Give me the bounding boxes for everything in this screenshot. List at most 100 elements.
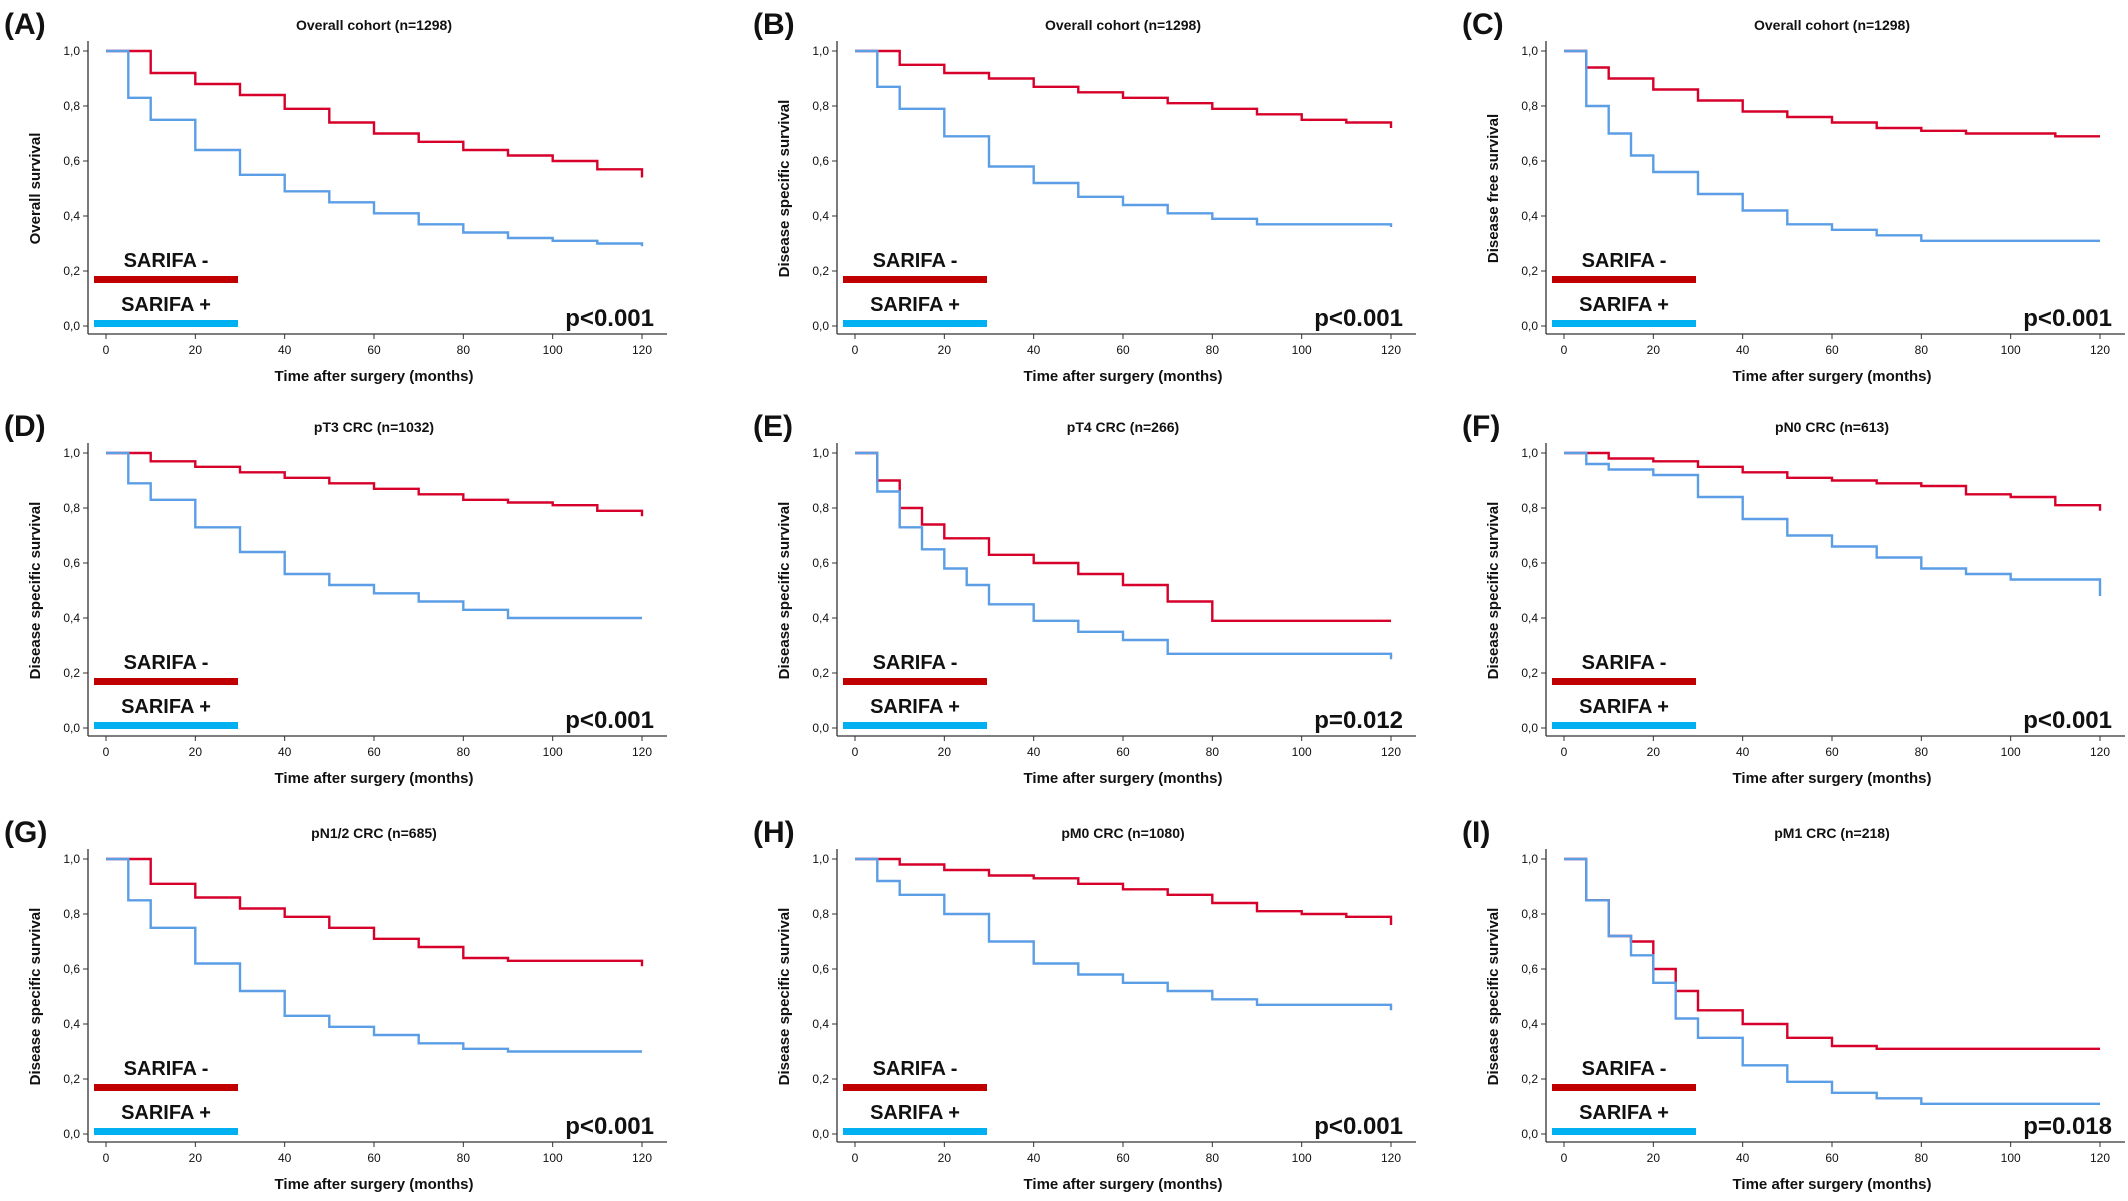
legend-bar-sarifa-positive (843, 1128, 987, 1135)
legend-label-sarifa-negative: SARIFA - (1582, 652, 1667, 674)
x-tick-label: 100 (2001, 343, 2021, 357)
x-tick-label: 60 (1825, 745, 1839, 759)
legend-label-sarifa-negative: SARIFA - (1582, 250, 1667, 272)
x-tick-label: 0 (852, 343, 859, 357)
panel-title: pM1 CRC (n=218) (1774, 825, 1890, 841)
legend-label-sarifa-negative: SARIFA - (1582, 1058, 1667, 1080)
y-tick-label: 0,2 (63, 1072, 80, 1086)
y-tick-label: 0,2 (1521, 666, 1538, 680)
x-tick-label: 20 (189, 745, 203, 759)
x-tick-label: 20 (1647, 745, 1661, 759)
y-tick-label: 1,0 (1521, 44, 1538, 58)
y-axis-title: Disease specific survival (1485, 908, 1502, 1086)
y-tick-label: 0,8 (812, 907, 829, 921)
x-tick-label: 100 (2001, 1151, 2021, 1165)
panel-letter: (D) (4, 410, 46, 443)
y-tick-label: 0,8 (1521, 907, 1538, 921)
sarifa-negative-curve (855, 857, 1393, 925)
y-tick-label: 0,8 (812, 501, 829, 515)
x-tick-label: 120 (2090, 1151, 2110, 1165)
sarifa-negative-curve (855, 451, 1391, 622)
y-tick-label: 0,6 (812, 154, 829, 168)
x-tick-label: 0 (1561, 745, 1568, 759)
x-axis-title: Time after surgery (months) (1733, 770, 1932, 787)
legend-label-sarifa-positive: SARIFA + (121, 294, 211, 316)
x-tick-label: 80 (1915, 343, 1929, 357)
y-tick-label: 0,4 (63, 1017, 80, 1031)
legend-label-sarifa-positive: SARIFA + (870, 294, 960, 316)
legend-label-sarifa-negative: SARIFA - (873, 652, 958, 674)
p-value-label: p<0.001 (565, 305, 654, 332)
x-tick-label: 0 (852, 1151, 859, 1165)
legend-bar-sarifa-negative (94, 276, 238, 283)
y-tick-label: 1,0 (1521, 446, 1538, 460)
x-tick-label: 0 (103, 745, 110, 759)
legend-bar-sarifa-negative (843, 678, 987, 685)
panel-title: pM0 CRC (n=1080) (1061, 825, 1184, 841)
y-tick-label: 0,8 (63, 907, 80, 921)
panel-title: pT4 CRC (n=266) (1067, 419, 1179, 435)
y-tick-label: 0,4 (63, 611, 80, 625)
x-tick-label: 0 (103, 1151, 110, 1165)
y-tick-label: 0,8 (812, 99, 829, 113)
x-axis-title: Time after surgery (months) (1024, 770, 1223, 787)
panel-letter: (A) (4, 8, 46, 41)
y-tick-label: 1,0 (63, 446, 80, 460)
x-tick-label: 60 (367, 745, 381, 759)
y-tick-label: 0,4 (812, 209, 829, 223)
p-value-label: p<0.001 (1314, 1113, 1403, 1140)
sarifa-positive-curve (855, 857, 1393, 1011)
x-tick-label: 120 (1381, 1151, 1401, 1165)
x-axis-title: Time after surgery (months) (275, 770, 474, 787)
panel-d: (D) pT3 CRC (n=1032) 0 20 40 60 80 100 120 0,0 0,2… (4, 410, 667, 787)
panel-letter: (E) (753, 410, 793, 443)
legend-label-sarifa-positive: SARIFA + (870, 1102, 960, 1124)
sarifa-positive-curve (106, 857, 642, 1053)
y-tick-label: 0,0 (812, 319, 829, 333)
panel-e: (E) pT4 CRC (n=266) 0 20 40 60 80 100 120 0,0 0,2 0… (753, 410, 1416, 787)
panel-letter: (C) (1462, 8, 1504, 41)
legend-bar-sarifa-positive (1552, 722, 1696, 729)
panel-title: Overall cohort (n=1298) (1045, 17, 1201, 33)
x-tick-label: 40 (1027, 1151, 1041, 1165)
y-axis-title: Disease specific survival (776, 502, 793, 680)
x-tick-label: 40 (278, 745, 292, 759)
y-tick-label: 0,6 (63, 556, 80, 570)
y-tick-label: 0,6 (812, 962, 829, 976)
x-tick-label: 100 (1292, 1151, 1312, 1165)
legend-label-sarifa-negative: SARIFA - (873, 1058, 958, 1080)
y-tick-label: 0,2 (812, 1072, 829, 1086)
y-tick-label: 1,0 (63, 852, 80, 866)
x-axis-title: Time after surgery (months) (1024, 1176, 1223, 1193)
panel-b: (B) Overall cohort (n=1298) 0 20 40 60 80 100 12… (753, 8, 1416, 385)
legend-label-sarifa-positive: SARIFA + (1579, 696, 1669, 718)
y-tick-label: 0,2 (63, 264, 80, 278)
legend-label-sarifa-negative: SARIFA - (124, 250, 209, 272)
x-tick-label: 40 (1736, 745, 1750, 759)
x-tick-label: 80 (1915, 1151, 1929, 1165)
legend-label-sarifa-positive: SARIFA + (870, 696, 960, 718)
panel-f: (F) pN0 CRC (n=613) 0 20 40 60 80 100 120 0,0 0,2 0… (1462, 410, 2125, 787)
y-axis-title: Disease specific survival (27, 908, 44, 1086)
y-tick-label: 1,0 (812, 852, 829, 866)
x-tick-label: 120 (1381, 343, 1401, 357)
panel-a: (A) Overall cohort (n=1298) 0 20 40 60 80 100 12… (4, 8, 667, 385)
legend-bar-sarifa-negative (843, 276, 987, 283)
x-tick-label: 40 (1027, 745, 1041, 759)
x-axis-title: Time after surgery (months) (1733, 1176, 1932, 1193)
sarifa-negative-curve (855, 49, 1393, 128)
x-tick-label: 120 (632, 745, 652, 759)
panel-title: pN1/2 CRC (n=685) (311, 825, 437, 841)
y-axis-title: Disease specific survival (1485, 502, 1502, 680)
x-tick-label: 60 (1116, 1151, 1130, 1165)
y-tick-label: 0,6 (1521, 154, 1538, 168)
y-tick-label: 0,6 (1521, 556, 1538, 570)
panel-letter: (I) (1462, 816, 1490, 849)
y-tick-label: 1,0 (1521, 852, 1538, 866)
sarifa-positive-curve (1564, 49, 2100, 242)
p-value-label: p=0.012 (1314, 707, 1403, 734)
x-tick-label: 20 (1647, 1151, 1661, 1165)
y-tick-label: 0,0 (812, 721, 829, 735)
y-tick-label: 0,0 (1521, 721, 1538, 735)
